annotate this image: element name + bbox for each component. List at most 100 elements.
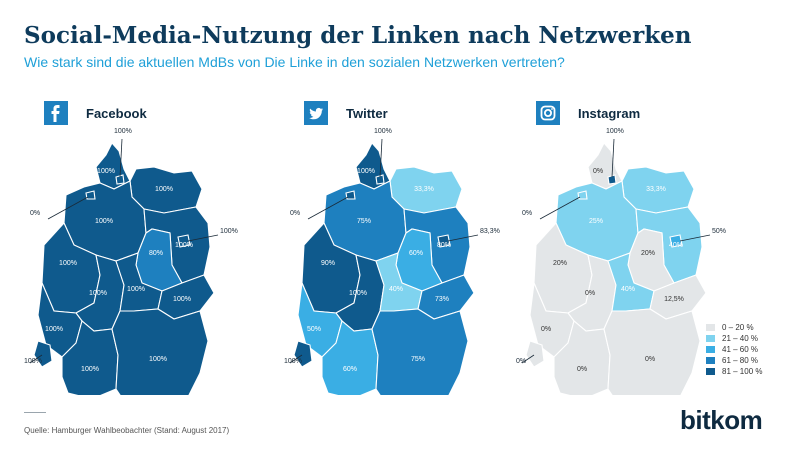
- callout-line-be: [187, 234, 219, 242]
- state-value-bb: 100%: [175, 242, 193, 249]
- legend-item: 81 – 100 %: [706, 366, 762, 377]
- state-hh: [375, 174, 385, 185]
- legend-label: 41 – 60 %: [722, 345, 759, 354]
- state-value-sn: 73%: [435, 296, 449, 303]
- state-value-bb: 80%: [437, 242, 451, 249]
- state-hb: [85, 190, 96, 200]
- legend-label: 61 – 80 %: [722, 356, 759, 365]
- callout-line-sl: [29, 354, 43, 364]
- legend-item: 21 – 40 %: [706, 333, 762, 344]
- state-sh: [95, 142, 131, 190]
- state-value-bb: 40%: [669, 242, 683, 249]
- page-subtitle: Wie stark sind die aktuellen MdBs von Di…: [24, 54, 565, 70]
- callout-value-hb: 0%: [290, 210, 300, 217]
- state-value-th: 40%: [621, 286, 635, 293]
- legend-item: 0 – 20 %: [706, 322, 762, 333]
- callout-value-be: 100%: [220, 228, 238, 235]
- callout-line-be: [679, 234, 711, 242]
- state-value-sn: 100%: [173, 296, 191, 303]
- state-value-sh: 100%: [97, 168, 115, 175]
- state-sh: [587, 142, 623, 190]
- state-value-he: 100%: [349, 290, 367, 297]
- state-value-rp: 100%: [45, 326, 63, 333]
- state-by: [111, 308, 209, 395]
- state-be: [437, 234, 451, 248]
- callout-line-sl: [289, 354, 303, 364]
- state-value-rp: 50%: [307, 326, 321, 333]
- callout-value-hh: 100%: [374, 128, 392, 135]
- panel-header: Twitter: [304, 100, 388, 126]
- network-name: Twitter: [346, 105, 388, 121]
- bitkom-logo: bitkom: [680, 405, 763, 435]
- state-by: [603, 308, 701, 395]
- state-value-nw: 20%: [553, 260, 567, 267]
- state-value-ni: 75%: [357, 218, 371, 225]
- callout-value-be: 83,3%: [480, 228, 500, 235]
- state-value-by: 75%: [411, 356, 425, 363]
- state-be: [177, 234, 191, 248]
- state-value-bw: 100%: [81, 366, 99, 373]
- callout-line-sl: [521, 354, 535, 364]
- state-value-bw: 0%: [577, 366, 587, 373]
- state-value-mv: 100%: [155, 186, 173, 193]
- callout-value-be: 50%: [712, 228, 726, 235]
- state-value-bw: 60%: [343, 366, 357, 373]
- legend-label: 0 – 20 %: [722, 323, 754, 332]
- network-name: Facebook: [86, 105, 147, 121]
- legend-swatch: [706, 324, 715, 331]
- state-value-ni: 25%: [589, 218, 603, 225]
- state-sl: [293, 340, 313, 368]
- callout-line-be: [447, 234, 479, 242]
- map-panel-facebook: Facebook 100% 100% 100% 100% 80% 100% 100% 100%…: [24, 95, 274, 395]
- callout-line-hb: [307, 196, 349, 220]
- germany-map: 100% 100% 100% 100% 80% 100% 100% 100% 100% 100% 1…: [24, 128, 238, 395]
- state-value-rp: 0%: [541, 326, 551, 333]
- state-hb: [345, 190, 356, 200]
- page-title: Social-Media-Nutzung der Linken nach Net…: [24, 22, 692, 49]
- state-value-st: 80%: [149, 250, 163, 257]
- callout-value-hb: 0%: [30, 210, 40, 217]
- legend-item: 41 – 60 %: [706, 344, 762, 355]
- callout-line-hb: [539, 196, 581, 220]
- legend: 0 – 20 % 21 – 40 % 41 – 60 % 61 – 80 % 81 – …: [706, 322, 762, 377]
- state-value-nw: 100%: [59, 260, 77, 267]
- callout-value-sl: 0%: [516, 358, 526, 365]
- germany-map: 100% 33,3% 75% 80% 60% 90% 100% 40% 73% 50% 60% 75%…: [284, 128, 500, 395]
- state-value-sh: 100%: [357, 168, 375, 175]
- state-value-ni: 100%: [95, 218, 113, 225]
- legend-label: 81 – 100 %: [722, 367, 763, 376]
- panel-header: Facebook: [44, 100, 147, 126]
- callout-value-sl: 100%: [24, 358, 42, 365]
- map-panel-instagram: Instagram 0% 33,3% 25% 40% 20% 20% 0% 40% 12,5% 0…: [516, 95, 766, 395]
- state-value-th: 100%: [127, 286, 145, 293]
- callout-value-hb: 0%: [522, 210, 532, 217]
- state-sl: [33, 340, 53, 368]
- source-note: Quelle: Hamburger Wahlbeobachter (Stand:…: [24, 426, 230, 435]
- callout-line-hh: [119, 138, 123, 178]
- state-value-he: 100%: [89, 290, 107, 297]
- twitter-icon: [304, 101, 328, 125]
- state-value-he: 0%: [585, 290, 595, 297]
- callout-line-hh: [379, 138, 383, 178]
- state-sl: [525, 340, 545, 368]
- state-hh: [115, 174, 125, 185]
- map-panel-twitter: Twitter 100% 33,3% 75% 80% 60% 90% 100% 40% 73% 5…: [284, 95, 534, 395]
- callout-line-hh: [611, 138, 615, 178]
- state-value-mv: 33,3%: [646, 186, 666, 193]
- facebook-icon: [44, 101, 68, 125]
- legend-swatch: [706, 335, 715, 342]
- state-value-sn: 12,5%: [664, 296, 684, 303]
- callout-value-hh: 100%: [606, 128, 624, 135]
- state-value-th: 40%: [389, 286, 403, 293]
- callout-value-hh: 100%: [114, 128, 132, 135]
- state-sh: [355, 142, 391, 190]
- state-value-st: 60%: [409, 250, 423, 257]
- state-hh: [607, 174, 617, 185]
- state-value-nw: 90%: [321, 260, 335, 267]
- state-be: [669, 234, 683, 248]
- state-value-by: 100%: [149, 356, 167, 363]
- legend-item: 61 – 80 %: [706, 355, 762, 366]
- legend-label: 21 – 40 %: [722, 334, 759, 343]
- instagram-icon: [536, 101, 560, 125]
- state-by: [371, 308, 469, 395]
